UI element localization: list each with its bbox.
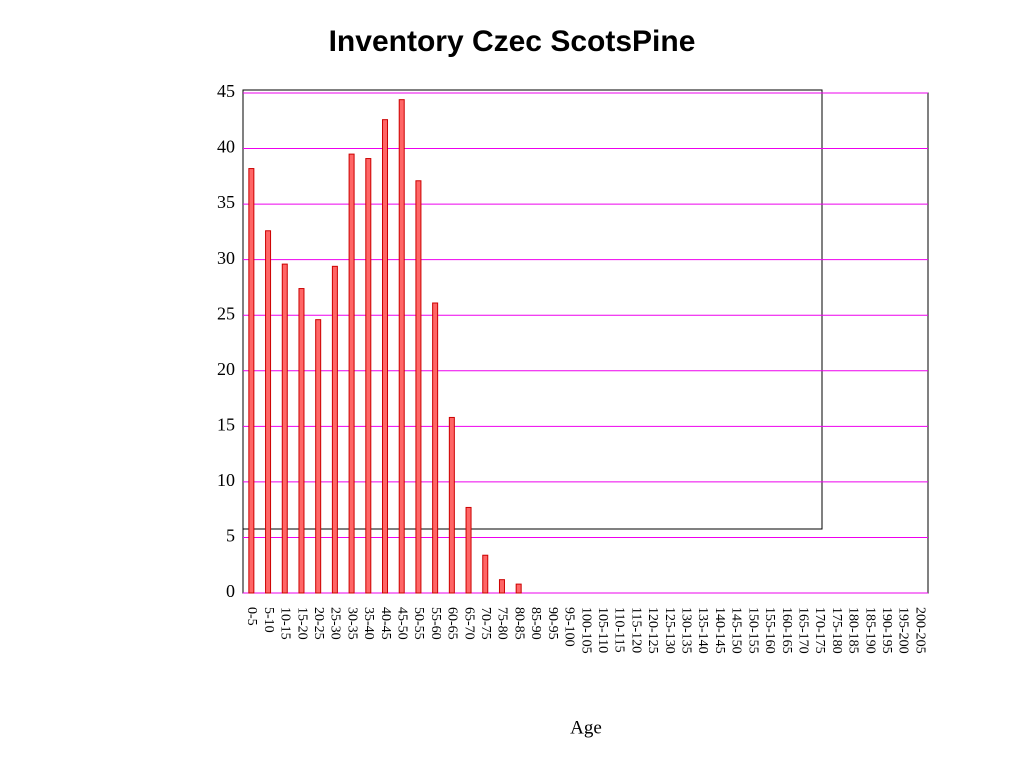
x-tick-label: 165-170 [795, 607, 810, 654]
bar [482, 554, 489, 594]
x-tick-label: 140-145 [712, 607, 727, 654]
bar [432, 302, 439, 594]
x-tick-label: 30-35 [344, 607, 359, 640]
x-tick-label: 145-150 [729, 607, 744, 654]
bar [515, 583, 522, 594]
x-tick-label: 190-195 [879, 607, 894, 654]
x-tick-label: 90-95 [545, 607, 560, 640]
chart-title: Inventory Czec ScotsPine [329, 25, 696, 58]
bar [498, 579, 505, 594]
bar [465, 506, 472, 594]
x-axis-label: Age [570, 717, 602, 738]
bar [448, 416, 455, 594]
x-tick-label: 25-30 [328, 607, 343, 640]
bar [382, 119, 389, 594]
y-tick-label: 10 [217, 470, 235, 490]
x-tick-label: 125-130 [662, 607, 677, 654]
y-tick-label: 30 [217, 248, 235, 268]
y-tick-label: 45 [217, 81, 235, 101]
x-tick-label: 60-65 [445, 607, 460, 640]
overlay-frame [242, 89, 823, 530]
x-tick-label: 155-160 [762, 607, 777, 654]
x-tick-label: 160-165 [779, 607, 794, 654]
x-tick-label: 65-70 [461, 607, 476, 640]
x-tick-label: 10-15 [278, 607, 293, 640]
x-tick-label: 175-180 [829, 607, 844, 654]
x-tick-label: 95-100 [562, 607, 577, 647]
bar [248, 168, 255, 594]
x-tick-label: 35-40 [361, 607, 376, 640]
bar [415, 180, 422, 594]
x-tick-label: 200-205 [912, 607, 927, 654]
y-tick-label: 5 [226, 526, 235, 546]
x-tick-label: 0-5 [244, 607, 259, 626]
y-tick-label: 40 [217, 137, 235, 157]
x-tick-label: 120-125 [645, 607, 660, 654]
plot-frame [242, 92, 929, 594]
x-tick-label: 20-25 [311, 607, 326, 640]
x-tick-label: 195-200 [896, 607, 911, 654]
x-tick-label: 40-45 [378, 607, 393, 640]
x-tick-label: 135-140 [695, 607, 710, 654]
x-tick-label: 50-55 [411, 607, 426, 640]
x-tick-label: 180-185 [846, 607, 861, 654]
y-tick-label: 0 [226, 581, 235, 601]
bar [315, 319, 322, 594]
x-tick-label: 170-175 [812, 607, 827, 654]
y-tick-label: 15 [217, 414, 235, 434]
x-tick-label: 105-110 [595, 607, 610, 653]
bar [331, 265, 338, 594]
bar [265, 230, 272, 594]
bar [398, 99, 405, 594]
x-tick-label: 110-115 [612, 607, 627, 653]
y-tick-label: 35 [217, 192, 235, 212]
x-tick-label: 5-10 [261, 607, 276, 633]
x-tick-label: 55-60 [428, 607, 443, 640]
x-tick-label: 75-80 [495, 607, 510, 640]
y-tick-label: 20 [217, 359, 235, 379]
x-tick-label: 15-20 [294, 607, 309, 640]
x-tick-label: 150-155 [745, 607, 760, 654]
x-tick-label: 130-135 [679, 607, 694, 654]
bar [365, 158, 372, 594]
x-tick-label: 115-120 [628, 607, 643, 653]
x-tick-label: 85-90 [528, 607, 543, 640]
x-tick-label: 70-75 [478, 607, 493, 640]
y-tick-label: 25 [217, 303, 235, 323]
bar [348, 153, 355, 594]
bar [281, 263, 288, 594]
x-tick-label: 80-85 [511, 607, 526, 640]
x-tick-label: 185-190 [862, 607, 877, 654]
x-tick-label: 100-105 [578, 607, 593, 654]
x-tick-label: 45-50 [395, 607, 410, 640]
bar [298, 288, 305, 594]
